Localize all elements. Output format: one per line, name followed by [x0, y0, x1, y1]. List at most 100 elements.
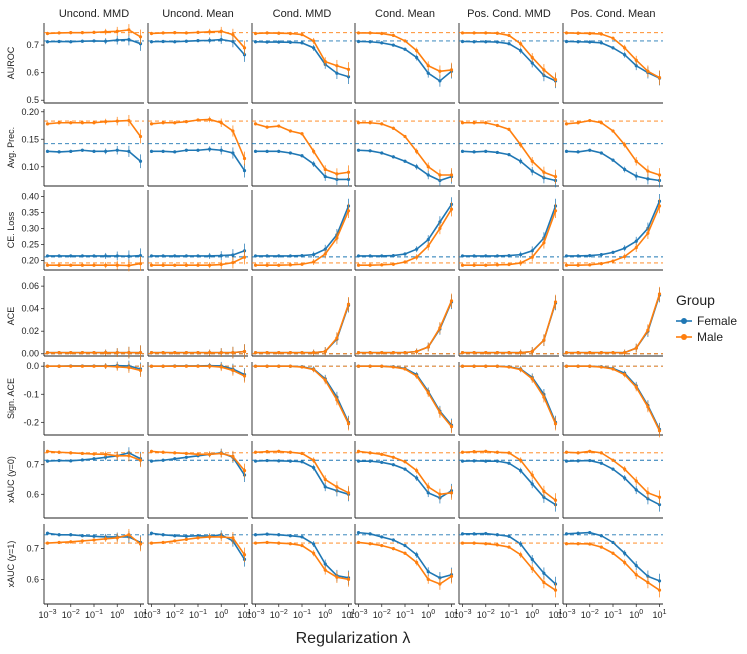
data-point — [138, 262, 143, 266]
panel — [251, 362, 352, 436]
data-point — [242, 469, 247, 473]
x-tick-exponent: 0 — [431, 609, 435, 616]
data-point — [115, 351, 119, 355]
x-tick-label: 10−3 — [453, 609, 471, 620]
data-point — [599, 534, 603, 538]
series-line-male — [255, 123, 349, 175]
data-point — [312, 367, 316, 372]
data-point — [438, 582, 442, 586]
data-point — [127, 366, 131, 370]
data-point — [449, 173, 454, 177]
data-point — [449, 68, 454, 72]
data-point — [646, 580, 650, 585]
data-point — [415, 349, 419, 354]
data-point — [507, 254, 511, 258]
data-point — [208, 263, 212, 267]
y-tick-label: 0.6 — [26, 574, 39, 584]
data-point — [599, 151, 603, 155]
x-tick-exponent: 1 — [455, 609, 459, 616]
data-point — [507, 153, 511, 157]
series-line-male — [566, 365, 661, 432]
data-point — [484, 449, 488, 453]
row-label: ACE — [6, 307, 16, 326]
series-line-female — [566, 365, 661, 430]
data-point — [415, 165, 419, 169]
data-point — [391, 126, 395, 130]
data-point — [323, 175, 327, 179]
data-point — [634, 573, 638, 577]
legend-marker-female — [681, 318, 687, 324]
legend-label-female: Female — [697, 314, 737, 328]
panel — [251, 190, 352, 271]
data-point — [173, 351, 177, 355]
series-line-female — [566, 149, 660, 182]
data-point — [646, 231, 650, 235]
data-point — [472, 31, 476, 35]
data-point — [426, 485, 430, 489]
data-point — [564, 149, 569, 153]
x-tick-label: 10−3 — [142, 609, 160, 620]
data-point — [208, 147, 212, 151]
data-point — [231, 454, 235, 458]
data-point — [92, 452, 96, 456]
data-point — [415, 560, 419, 565]
data-point — [149, 263, 154, 267]
data-point — [611, 250, 615, 254]
data-point — [346, 491, 351, 495]
panel — [458, 362, 559, 436]
series-line-female — [358, 365, 453, 426]
x-tick-exponent: 0 — [328, 609, 332, 616]
data-point — [542, 580, 546, 585]
data-point — [242, 156, 247, 161]
x-tick-label: 101 — [549, 609, 563, 620]
data-point — [623, 53, 627, 57]
series-line-male — [358, 450, 452, 496]
data-point — [391, 33, 395, 38]
data-point — [69, 263, 73, 267]
data-point — [300, 254, 304, 258]
data-point — [288, 151, 292, 155]
panel — [458, 524, 559, 605]
data-point — [576, 351, 580, 355]
column-title: Uncond. MMD — [59, 8, 129, 20]
series-line-male — [255, 365, 350, 425]
data-point — [415, 469, 419, 473]
data-point — [368, 31, 372, 35]
data-point — [634, 64, 638, 68]
panels — [43, 23, 663, 605]
data-point — [415, 553, 419, 557]
data-point — [564, 532, 569, 536]
data-point — [80, 254, 84, 258]
data-point — [623, 551, 627, 555]
data-point — [368, 532, 372, 536]
data-point — [253, 40, 258, 44]
data-point — [368, 351, 372, 355]
data-point — [138, 134, 143, 139]
panel — [458, 190, 559, 271]
data-point — [634, 346, 638, 350]
data-point — [426, 491, 430, 495]
data-point — [368, 121, 372, 125]
data-point — [576, 40, 580, 44]
data-point — [253, 533, 258, 537]
y-tick-label: 0.35 — [21, 207, 39, 217]
data-point — [173, 534, 177, 538]
data-point — [335, 172, 339, 176]
series-line-male — [358, 541, 452, 585]
data-point — [45, 364, 50, 368]
data-point — [356, 531, 361, 535]
row-label: xAUC (y=1) — [6, 541, 16, 588]
panel — [354, 441, 455, 519]
data-point — [219, 351, 223, 355]
data-point — [231, 536, 235, 540]
data-point — [519, 351, 523, 355]
data-point — [196, 118, 200, 122]
data-point — [265, 31, 269, 35]
series-line-female — [358, 301, 453, 354]
data-point — [253, 254, 258, 258]
data-point — [80, 39, 84, 43]
x-tick-label: 10−1 — [396, 609, 414, 620]
data-point — [495, 263, 499, 267]
y-tick-label: -0.1 — [23, 389, 39, 399]
